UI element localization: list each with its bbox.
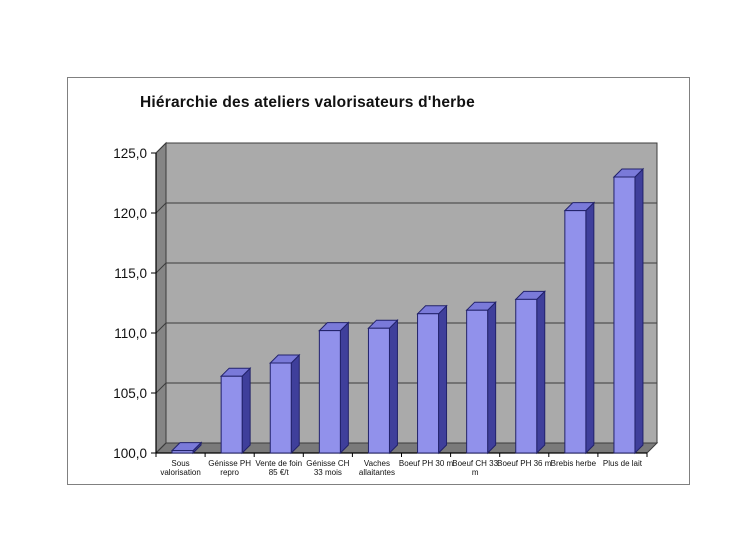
bar-side-face — [585, 201, 595, 455]
bar-front-face — [466, 309, 489, 454]
bar — [367, 318, 399, 455]
bar-front-face — [613, 176, 636, 454]
category-label: repro — [220, 468, 239, 477]
category-label: Génisse PH — [208, 459, 251, 468]
bar-side-face — [536, 290, 546, 455]
category-label: Boeuf PH 36 m — [497, 459, 552, 468]
category-label: Boeuf CH 33 — [452, 459, 498, 468]
gridline-connector — [155, 322, 167, 334]
category-label: 33 mois — [314, 468, 342, 477]
category-label: Vaches — [364, 459, 390, 468]
gridline-connector — [155, 262, 167, 274]
gridline-connector — [155, 442, 167, 454]
bar — [269, 353, 301, 455]
category-label: valorisation — [160, 468, 200, 477]
bar-front-face — [318, 330, 341, 454]
bar — [465, 300, 497, 455]
category-label: allaitantes — [359, 468, 395, 477]
y-tick-label: 115,0 — [114, 266, 147, 281]
bar-front-face — [220, 375, 243, 454]
category-label: m — [472, 468, 479, 477]
chart-canvas: 100,0 105,0 110,0 115,0 120,0 125,0 Sousvalori… — [113, 141, 659, 477]
bar — [563, 201, 596, 455]
gridline-connector — [155, 142, 167, 154]
bar-front-face — [367, 327, 390, 454]
bar — [612, 167, 645, 455]
bar — [219, 366, 252, 455]
y-tick-label: 110,0 — [114, 326, 147, 341]
category-label: Vente de foin — [255, 459, 302, 468]
category-label: Génisse CH — [306, 459, 349, 468]
bar-front-face — [417, 313, 440, 454]
y-tick-label: 105,0 — [113, 386, 147, 401]
category-label: Plus de lait — [603, 459, 643, 468]
y-tick-label: 120,0 — [113, 206, 147, 221]
category-label: Boeuf PH 30 m — [399, 459, 454, 468]
bar-side-face — [487, 300, 497, 455]
y-tick-label: 125,0 — [113, 146, 147, 161]
bar — [170, 441, 203, 455]
chart-title: Hiérarchie des ateliers valorisateurs d'… — [140, 94, 475, 111]
bar-front-face — [515, 298, 538, 454]
bar-side-face — [339, 321, 349, 455]
bar-side-face — [388, 318, 398, 455]
chart-side-wall — [155, 141, 167, 455]
bar — [416, 304, 448, 455]
category-label: Sous — [171, 459, 189, 468]
bar-side-face — [634, 167, 644, 455]
bar — [318, 321, 350, 455]
bar-front-face — [564, 210, 587, 454]
category-label: Brebis herbe — [551, 459, 597, 468]
bar-side-face — [290, 353, 300, 455]
y-tick-label: 100,0 — [113, 446, 147, 461]
bar-front-face — [171, 450, 194, 454]
bar — [514, 290, 546, 455]
gridline-connector — [155, 202, 167, 214]
category-label: 85 €/t — [269, 468, 290, 477]
bar-side-face — [438, 304, 448, 455]
chart-figure: Hiérarchie des ateliers valorisateurs d'… — [67, 77, 690, 485]
bar-side-face — [241, 366, 251, 455]
gridline-connector — [155, 382, 167, 394]
bar-front-face — [269, 362, 292, 454]
